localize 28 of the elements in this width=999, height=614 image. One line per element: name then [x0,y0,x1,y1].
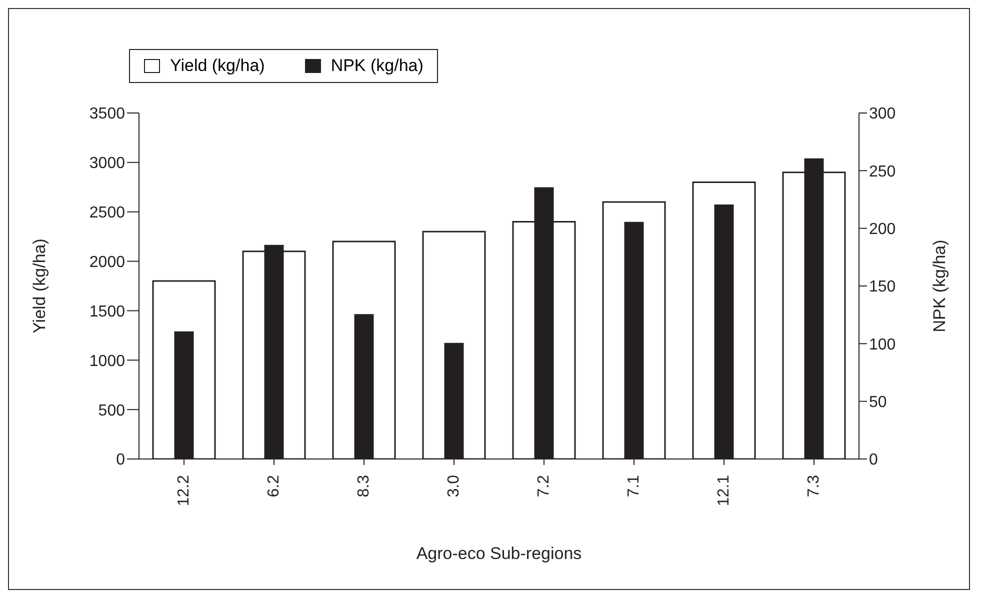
y2-tick-label: 250 [869,163,896,180]
y2-tick-label: 0 [869,452,878,469]
legend-label: Yield (kg/ha) [169,56,265,76]
x-tick-label: 6.2 [266,474,282,498]
x-tick-label: 3.0 [446,474,462,498]
x-tick-label: 7.1 [626,474,642,498]
y-tick-label: 3500 [89,106,126,123]
y-tick-label: 500 [98,402,126,420]
x-tick-label: 8.3 [356,474,372,498]
y-tick-label: 2000 [89,254,126,271]
x-axis-title: Agro-eco Sub-regions [416,544,582,563]
legend-label: NPK (kg/ha) [330,56,424,76]
x-tick-label: 7.2 [536,474,552,498]
y-tick-label: 2500 [89,204,126,222]
x-tick-label: 7.3 [806,474,822,498]
y-axis-title: Yield (kg/ha) [30,238,50,334]
x-tick-label: 12.2 [176,474,192,506]
y2-tick-label: 150 [869,278,896,296]
y-tick-label: 1000 [89,352,126,370]
y2-tick-label: 200 [869,221,896,238]
y-tick-label: 3000 [89,155,126,172]
y-tick-label: 1500 [89,303,126,320]
y2-tick-label: 50 [869,394,887,412]
y2-axis-title: NPK (kg/ha) [930,240,950,332]
y-tick-label: 0 [116,452,126,469]
y2-tick-label: 300 [869,106,896,123]
x-tick-label: 12.1 [716,474,732,506]
y2-tick-label: 100 [869,336,896,354]
